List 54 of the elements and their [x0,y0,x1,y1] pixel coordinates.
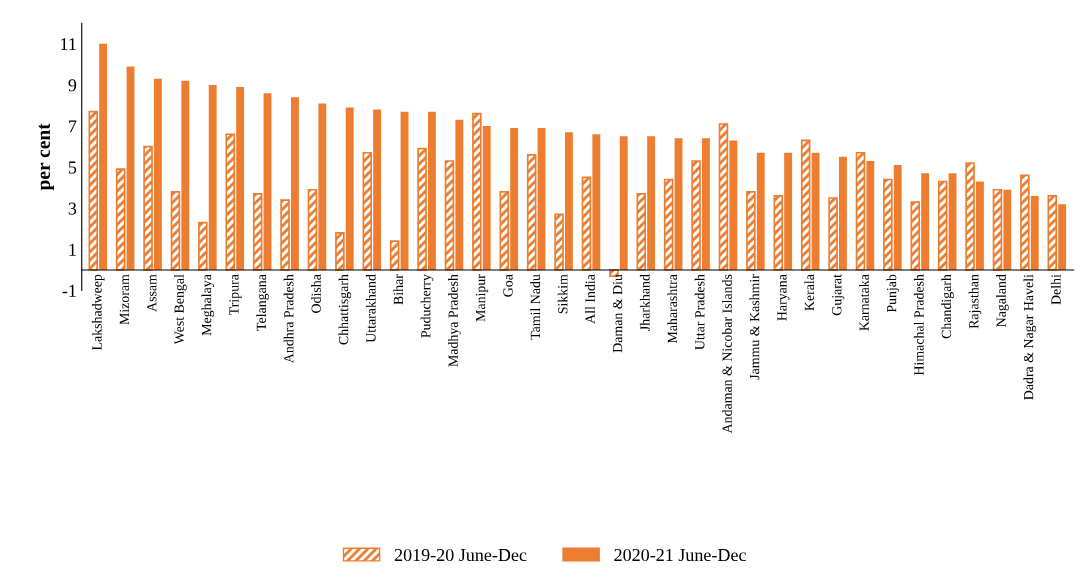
x-tick-label: Odisha [311,274,321,313]
bar [115,168,126,271]
x-tick-label: Puducherry [420,274,434,338]
x-tick-label: Mizoram [119,274,130,325]
y-tick-label: 5 [68,161,77,174]
x-tick-label: Manipur [475,274,489,322]
y-tick-label: 11 [61,38,76,51]
y-tick-label: 3 [68,202,77,215]
x-tick-label: Haryana [777,274,790,321]
x-tick-label: Chandigarh [941,274,954,339]
x-tick-label: Jammu & Kashmir [749,274,760,380]
x-tick-label: Tripura [229,274,242,316]
x-tick-label: Kerala [804,274,815,311]
x-tick-label: All India [585,274,595,324]
y-tick-label: 9 [68,79,77,92]
x-tick-label: Uttar Pradesh [694,274,705,350]
x-tick-label: Telangana [256,274,269,331]
bar [663,178,674,271]
x-tick-label: Bihar [393,274,404,305]
x-tick-label: Uttarakhand [365,274,376,343]
x-tick-label: Sikkim [557,274,568,314]
y-tick-label: 7 [69,120,77,133]
x-tick-label: Karnataka [859,274,869,331]
x-tick-label: Andaman & Nicobar Islands [722,274,732,434]
x-tick-label: Andhra Pradesh [283,274,294,364]
bar [619,136,628,270]
bar [252,193,263,271]
x-tick-label: Himachal Pradesh [913,274,924,376]
bar [389,240,400,271]
x-tick-label: Daman & Diu [612,274,623,353]
legend-label: 2020-21 June-Dec [614,548,746,562]
x-tick-label: Rajasthan [968,274,982,329]
x-tick-label: Nagaland [996,274,1009,327]
x-tick-label: Chhattisgarh [338,274,352,345]
x-tick-label: Delhi [1050,274,1061,305]
x-tick-label: West Bengal [174,274,187,345]
x-tick-label: Madhya Pradesh [448,274,461,367]
legend-label: 2019-20 June-Dec [394,548,527,562]
y-axis-title: per cent [38,123,54,191]
x-tick-label: Dadra & Nagar Haveli [1023,274,1037,400]
x-tick-label: Tamil Nadu [530,274,541,340]
x-tick-label: Jharkhand [639,274,650,331]
x-tick-label: Gujarat [832,274,845,316]
x-tick-label: Maharashtra [667,274,678,344]
y-tick-label: -1 [62,284,76,297]
x-tick-label: Assam [147,274,157,312]
x-tick-label: Meghalaya [201,274,215,336]
bar [937,180,948,271]
x-tick-label: Goa [503,274,513,297]
x-tick-label: Punjab [886,274,900,313]
x-tick-label: Lakshadweep [91,274,105,351]
bar [526,153,537,271]
bar [800,139,811,271]
y-tick-label: 1 [69,243,76,256]
